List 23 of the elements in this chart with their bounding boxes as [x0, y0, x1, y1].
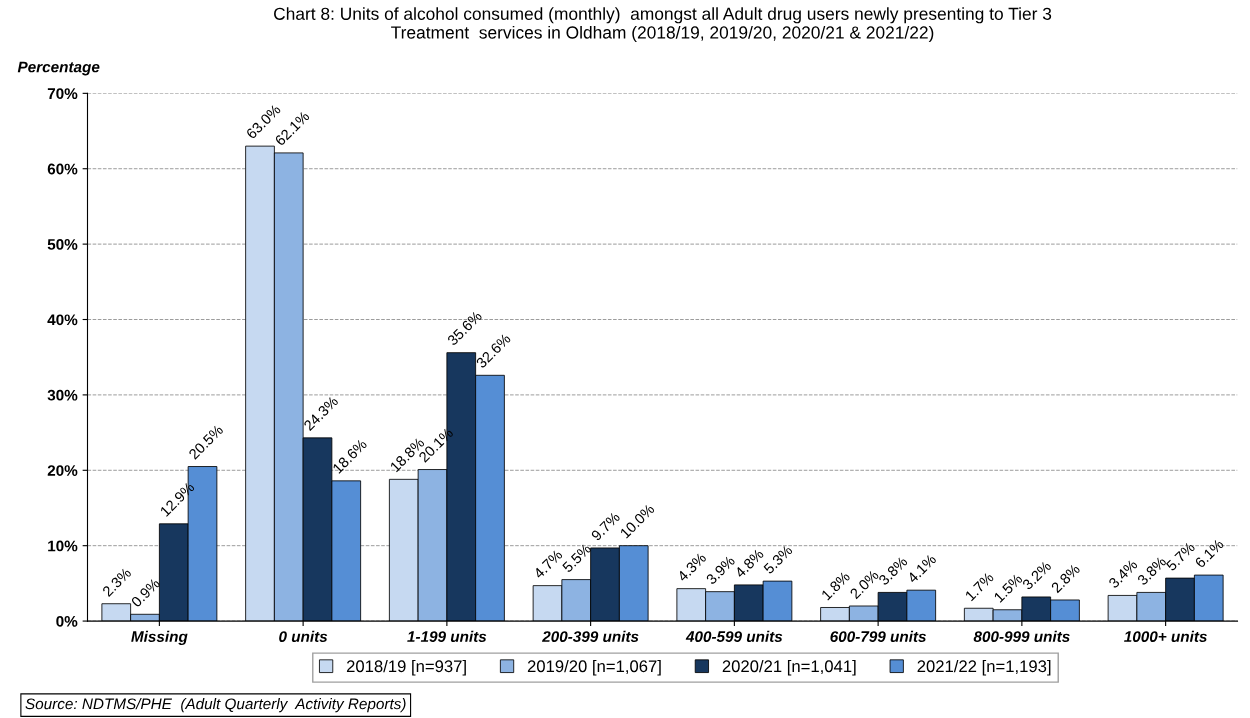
- y-tick-label: 30%: [47, 389, 78, 401]
- legend-label: 2018/19 [n=937]: [346, 659, 466, 676]
- x-tick-label: 200-399 units: [541, 630, 639, 643]
- x-tick-label: Missing: [131, 630, 188, 646]
- chart-title: Chart 8: Units of alcohol consumed (monthly) amongst all Adult drug users newly presenting to Tier 3 Treatment services in Oldham (2018/19, 2019/20, 2020/21 & 2021/22): [274, 7, 1052, 43]
- legend-label: 2019/20 [n=1,067]: [527, 659, 661, 676]
- legend-label: 2020/21 [n=1,041]: [722, 659, 856, 676]
- x-tick-label: 800-999 units: [973, 630, 1070, 643]
- x-tick-label: 0 units: [279, 630, 328, 643]
- x-tick-label: 600-799 units: [830, 630, 927, 643]
- y-axis-title: Percentage: [17, 61, 100, 76]
- source-note: Source: NDTMS/PHE (Adult Quarterly Activity Reports): [25, 698, 406, 713]
- legend-label: 2021/22 [n=1,193]: [917, 659, 1051, 676]
- x-tick-label: 1-199 units: [407, 630, 487, 643]
- y-tick-label: 60%: [47, 163, 78, 175]
- y-tick-label: 10%: [48, 540, 78, 552]
- x-tick-label: 1000+ units: [1124, 630, 1207, 643]
- y-tick-label: 70%: [47, 88, 78, 100]
- y-tick-label: 40%: [47, 314, 78, 326]
- y-tick-label: 0%: [56, 615, 78, 627]
- x-tick-label: 400-599 units: [685, 630, 783, 643]
- y-tick-label: 20%: [47, 465, 78, 476]
- y-tick-label: 50%: [47, 238, 78, 250]
